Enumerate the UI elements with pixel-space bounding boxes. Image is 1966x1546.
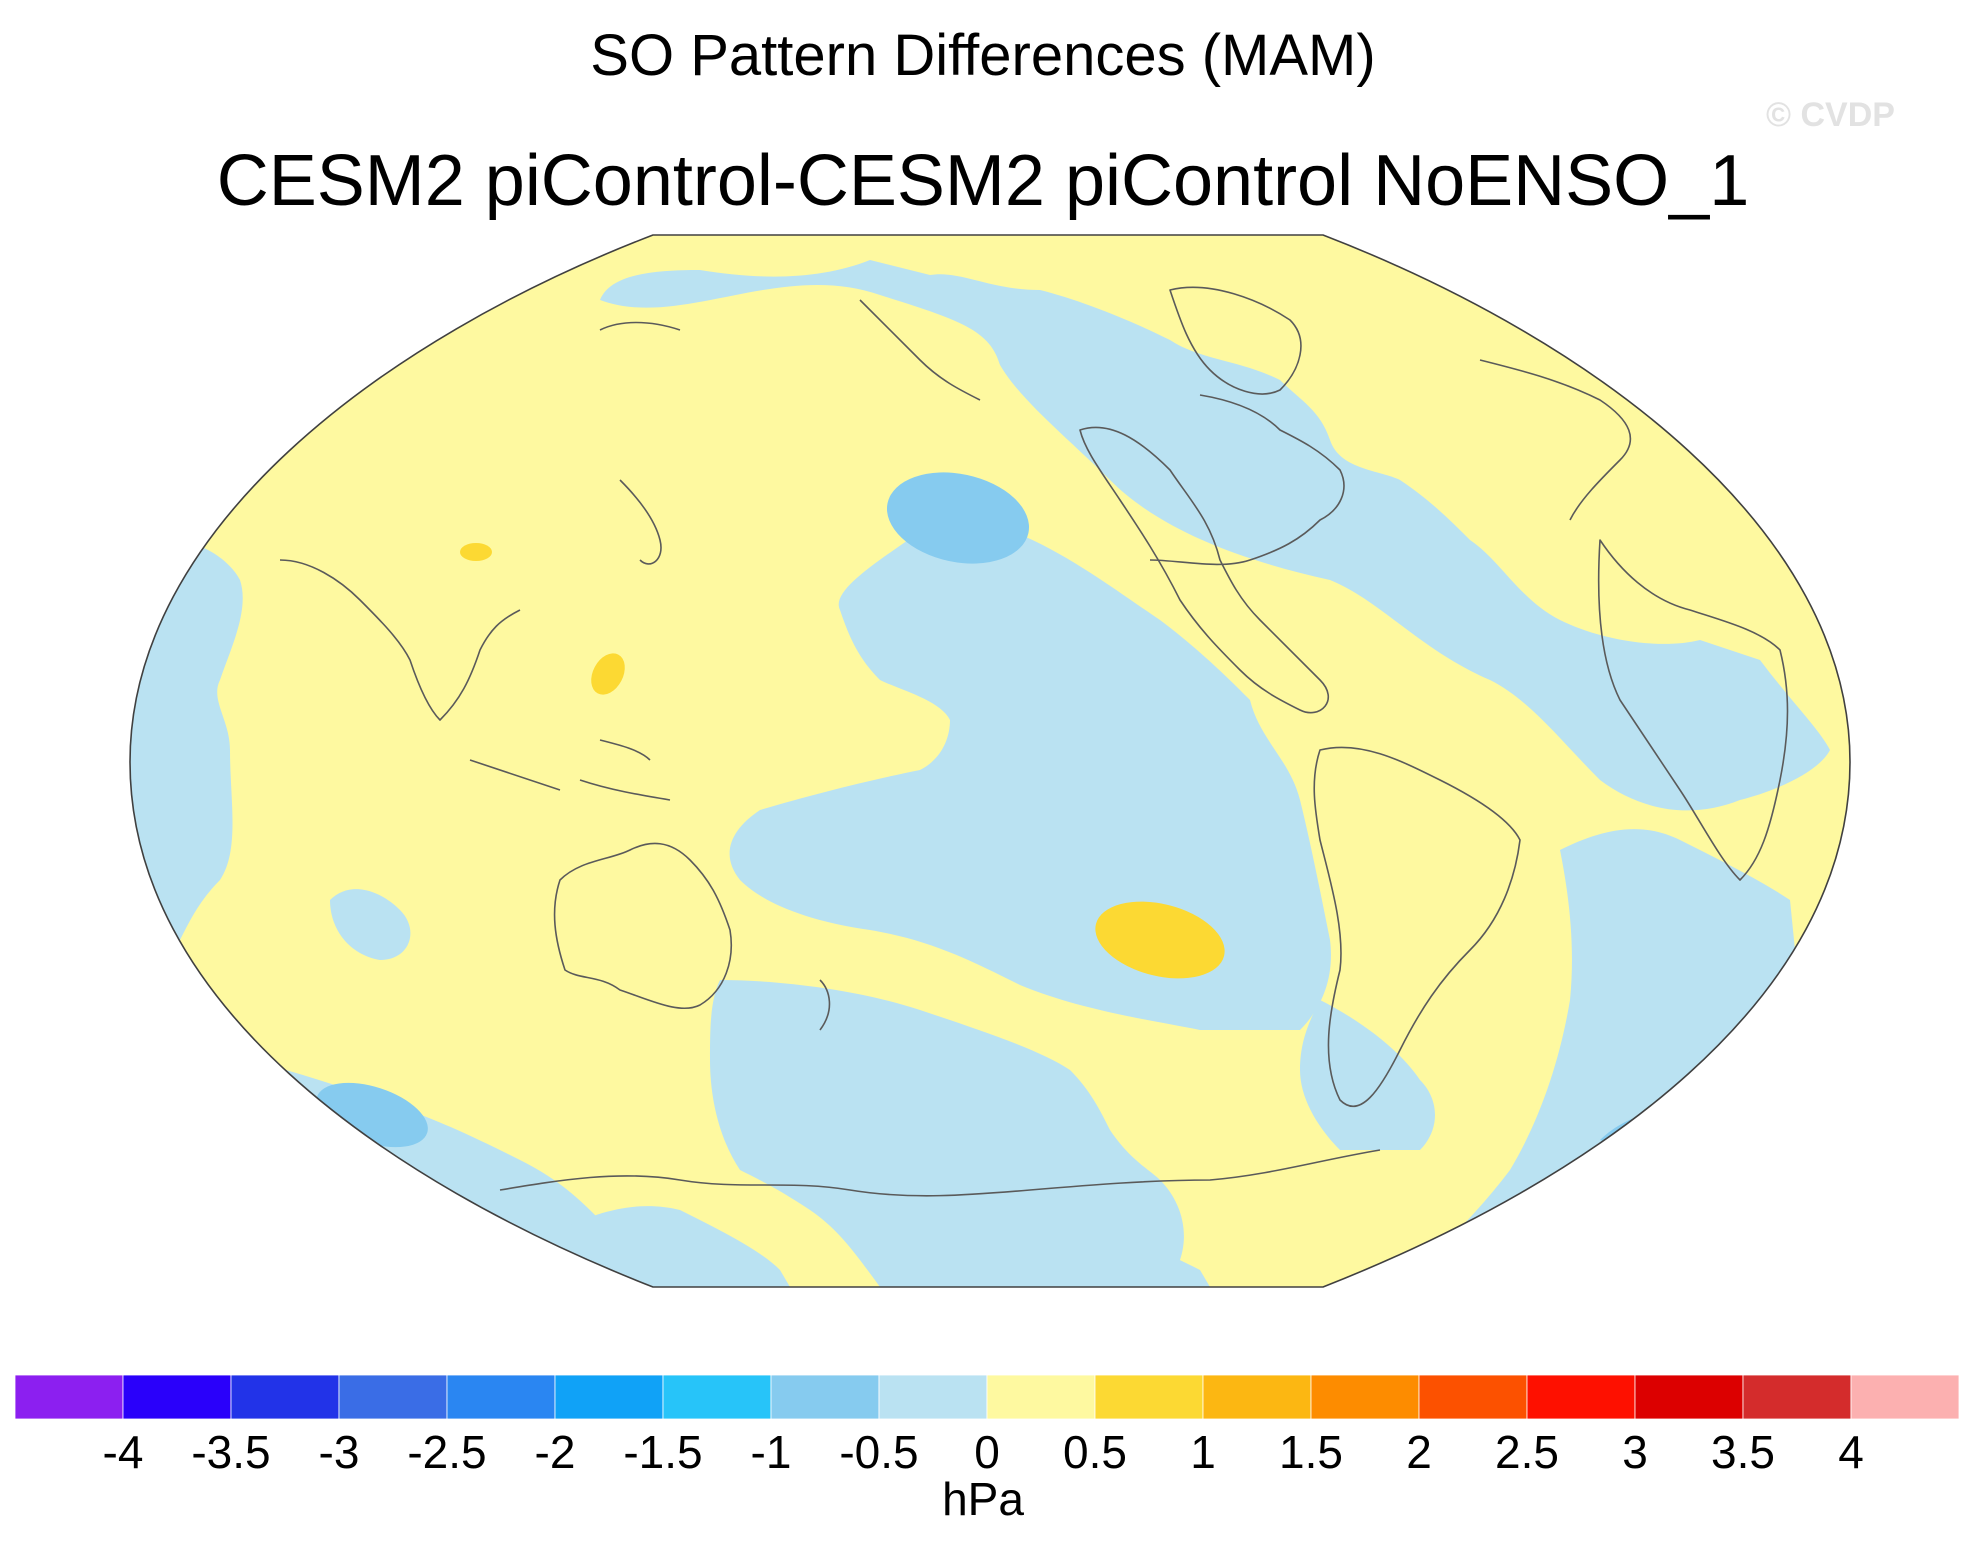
- colorbar-tick-label: 1.5: [1279, 1426, 1343, 1478]
- colorbar-swatch: [446, 1374, 556, 1420]
- colorbar-swatch: [122, 1374, 232, 1420]
- colorbar-swatch: [1634, 1374, 1744, 1420]
- colorbar-tick-label: -2: [534, 1426, 576, 1478]
- colorbar-tick-label: -0.5: [839, 1426, 919, 1478]
- colorbar-swatch: [770, 1374, 880, 1420]
- coastlines: [279, 286, 1789, 1197]
- colorbar-units-label: hPa: [942, 1473, 1024, 1525]
- colorbar-tick-label: 0.5: [1063, 1426, 1127, 1478]
- colorbar-tick-label: 0: [974, 1426, 1000, 1478]
- colorbar-swatch: [14, 1374, 124, 1420]
- map-boundary: [129, 234, 1851, 1288]
- colorbar-swatch: [662, 1374, 772, 1420]
- colorbar-tick-label: -4: [102, 1426, 144, 1478]
- chart-subtitle: CESM2 piControl-CESM2 piControl NoENSO_1: [216, 141, 1750, 221]
- colorbar-tick-label: 4: [1838, 1426, 1864, 1478]
- colorbar-tick-label: -3.5: [191, 1426, 271, 1478]
- colorbar-swatch: [1094, 1374, 1204, 1420]
- copyright-watermark: © CVDP: [1766, 96, 1895, 134]
- colorbar-tick-label: -2.5: [407, 1426, 487, 1478]
- colorbar-swatch: [1850, 1374, 1960, 1420]
- colorbar-swatch: [1742, 1374, 1852, 1420]
- colorbar-tick-label: 2.5: [1495, 1426, 1559, 1478]
- colorbar-tick-label: 3: [1622, 1426, 1648, 1478]
- negative-regions: [130, 260, 1830, 1287]
- colorbar: [14, 1374, 1960, 1420]
- colorbar-swatch: [1202, 1374, 1312, 1420]
- pressure-difference-field: [130, 235, 1850, 1287]
- colorbar-swatch: [1418, 1374, 1528, 1420]
- colorbar-swatch: [338, 1374, 448, 1420]
- colorbar-tick-label: 2: [1406, 1426, 1432, 1478]
- colorbar-tick-label: 3.5: [1711, 1426, 1775, 1478]
- colorbar-tick-label: 1: [1190, 1426, 1216, 1478]
- colorbar-swatch: [1310, 1374, 1420, 1420]
- colorbar-swatch: [554, 1374, 664, 1420]
- chart-title: SO Pattern Differences (MAM): [590, 23, 1376, 88]
- colorbar-swatch: [1526, 1374, 1636, 1420]
- positive-strong-regions: [460, 543, 1225, 979]
- colorbar-swatch: [230, 1374, 340, 1420]
- colorbar-tick-label: -1.5: [623, 1426, 703, 1478]
- colorbar-swatch: [878, 1374, 988, 1420]
- colorbar-tick-label: -3: [318, 1426, 360, 1478]
- colorbar-tick-label: -1: [750, 1426, 792, 1478]
- colorbar-swatch: [986, 1374, 1096, 1420]
